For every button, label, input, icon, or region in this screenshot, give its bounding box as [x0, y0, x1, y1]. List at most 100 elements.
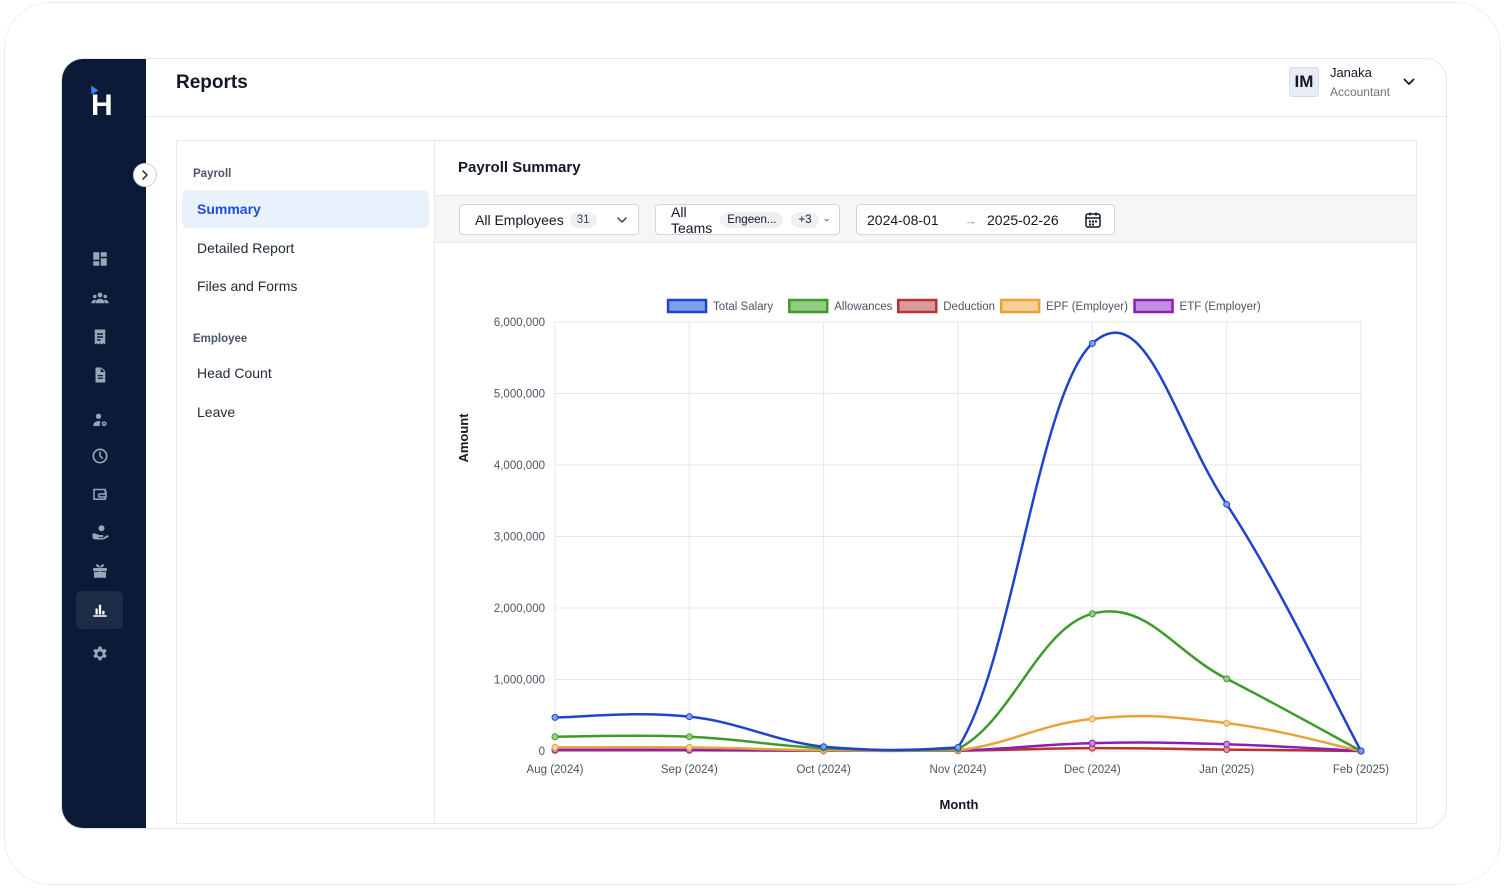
report-menu: Payroll Summary Detailed Report Files an…: [177, 141, 435, 823]
user-settings-icon[interactable]: [88, 408, 112, 432]
filter-bar: All Employees 31 All Teams Engeen... +3 …: [435, 195, 1416, 243]
menu-section-employee: Employee: [193, 333, 248, 345]
teams-label: All Teams: [671, 203, 713, 236]
chart-legend: Total Salary Allowances Deduction EPF (Empl…: [666, 298, 1261, 314]
y-tick-label: 6,000,000: [494, 317, 545, 329]
legend-swatch: [788, 298, 829, 314]
x-tick-label: Oct (2024): [797, 764, 851, 776]
report-content: Payroll Summary Detailed Report Files an…: [176, 140, 1417, 824]
user-name: Janaka: [1329, 64, 1372, 80]
data-point: [685, 713, 693, 721]
user-role: Accountant: [1329, 84, 1390, 99]
menu-item-detailed-report[interactable]: Detailed Report: [197, 240, 295, 256]
data-point: [1088, 715, 1096, 723]
x-tick-label: Dec (2024): [1064, 764, 1121, 776]
data-point: [1088, 739, 1096, 747]
data-point: [551, 733, 559, 741]
payroll-summary-chart: Total Salary Allowances Deduction EPF (Empl…: [456, 298, 1390, 812]
data-point: [1223, 719, 1231, 727]
y-tick-label: 2,000,000: [494, 603, 545, 615]
data-point: [1357, 747, 1365, 755]
wallet-icon[interactable]: [88, 482, 112, 506]
top-header: Reports IM Janaka Accountant: [146, 59, 1446, 117]
series-line: [554, 331, 1363, 752]
y-axis-ticks: 0 1,000,000 2,000,000 3,000,000 4,000,000 5,0…: [494, 317, 545, 758]
date-range-arrow-icon: →: [964, 213, 977, 228]
gift-icon[interactable]: [88, 559, 112, 583]
date-start[interactable]: 2024-08-01: [867, 212, 939, 228]
x-axis-ticks: Aug (2024) Sep (2024) Oct (2024) Nov (2024)…: [527, 764, 1390, 776]
menu-section-payroll: Payroll: [193, 168, 232, 180]
data-point: [685, 733, 693, 741]
employees-count-badge: 31: [569, 211, 597, 228]
teams-select[interactable]: All Teams Engeen... +3: [655, 203, 840, 236]
employees-select[interactable]: All Employees 31: [459, 204, 639, 235]
legend-swatch: [999, 298, 1041, 314]
user-info: Janaka Accountant: [1330, 65, 1390, 100]
legend-swatch: [1133, 298, 1174, 314]
x-tick-label: Jan (2025): [1199, 764, 1254, 776]
sidebar-toggle-button[interactable]: [133, 163, 157, 187]
calendar-icon[interactable]: [1084, 211, 1102, 229]
menu-item-head-count[interactable]: Head Count: [197, 365, 272, 381]
avatar[interactable]: IM: [1288, 67, 1319, 97]
receipt-icon[interactable]: [88, 325, 112, 349]
data-point: [1223, 500, 1231, 508]
date-range-picker[interactable]: 2024-08-01 → 2025-02-26: [856, 204, 1115, 235]
chart-grid: [554, 321, 1362, 756]
data-point: [685, 743, 693, 751]
user-menu[interactable]: IM Janaka Accountant: [1288, 65, 1416, 100]
sidebar: H: [62, 59, 146, 828]
teams-more-badge: +3: [791, 211, 819, 228]
menu-item-summary[interactable]: Summary: [182, 190, 429, 228]
settings-icon[interactable]: [88, 642, 112, 666]
x-tick-label: Feb (2025): [1333, 764, 1389, 776]
legend-label: EPF (Employer): [1046, 301, 1128, 313]
payout-icon[interactable]: [88, 520, 112, 544]
menu-item-leave[interactable]: Leave: [197, 404, 236, 420]
legend-swatch: [897, 298, 938, 314]
legend-swatch: [666, 298, 708, 314]
app-logo[interactable]: H: [87, 83, 119, 123]
data-point: [1088, 610, 1096, 618]
legend-label: ETF (Employer): [1180, 301, 1261, 313]
legend-label: Allowances: [834, 301, 892, 313]
y-axis-label: Amount: [456, 413, 471, 463]
x-axis-label: Month: [940, 797, 979, 812]
data-point: [820, 743, 828, 751]
data-point: [1223, 675, 1231, 683]
chart-area: Total Salary Allowances Deduction EPF (Empl…: [435, 243, 1416, 823]
chevron-down-icon: [617, 216, 627, 223]
logo-letter: H: [91, 89, 113, 122]
x-tick-label: Nov (2024): [930, 764, 987, 776]
employees-label: All Employees: [475, 211, 564, 228]
y-tick-label: 0: [539, 746, 545, 758]
clock-icon[interactable]: [88, 444, 112, 468]
legend-label: Deduction: [943, 301, 995, 313]
chevron-down-icon[interactable]: [1402, 75, 1416, 89]
y-tick-label: 4,000,000: [494, 460, 545, 472]
panel-title: Payroll Summary: [458, 159, 581, 176]
data-point: [1088, 339, 1096, 347]
dashboard-icon[interactable]: [88, 247, 112, 271]
page-title: Reports: [176, 72, 248, 93]
x-tick-label: Aug (2024): [527, 764, 584, 776]
x-tick-label: Sep (2024): [661, 764, 718, 776]
chevron-right-icon: [142, 170, 148, 180]
data-point: [551, 713, 559, 721]
report-panel: Payroll Summary All Employees 31 All Tea…: [435, 141, 1416, 823]
date-end[interactable]: 2025-02-26: [987, 212, 1059, 228]
y-tick-label: 3,000,000: [494, 532, 545, 544]
chart-series: [551, 331, 1365, 755]
y-tick-label: 1,000,000: [494, 675, 545, 687]
team-tag: Engeen...: [720, 211, 784, 228]
menu-item-files-and-forms[interactable]: Files and Forms: [197, 278, 298, 294]
chevron-down-icon: [824, 218, 829, 221]
data-point: [1223, 740, 1231, 748]
people-icon[interactable]: [88, 286, 112, 310]
data-point: [954, 743, 962, 751]
reports-icon[interactable]: [88, 598, 112, 622]
app-window: H: [61, 58, 1447, 829]
legend-label: Total Salary: [713, 301, 773, 313]
document-icon[interactable]: [88, 363, 112, 387]
